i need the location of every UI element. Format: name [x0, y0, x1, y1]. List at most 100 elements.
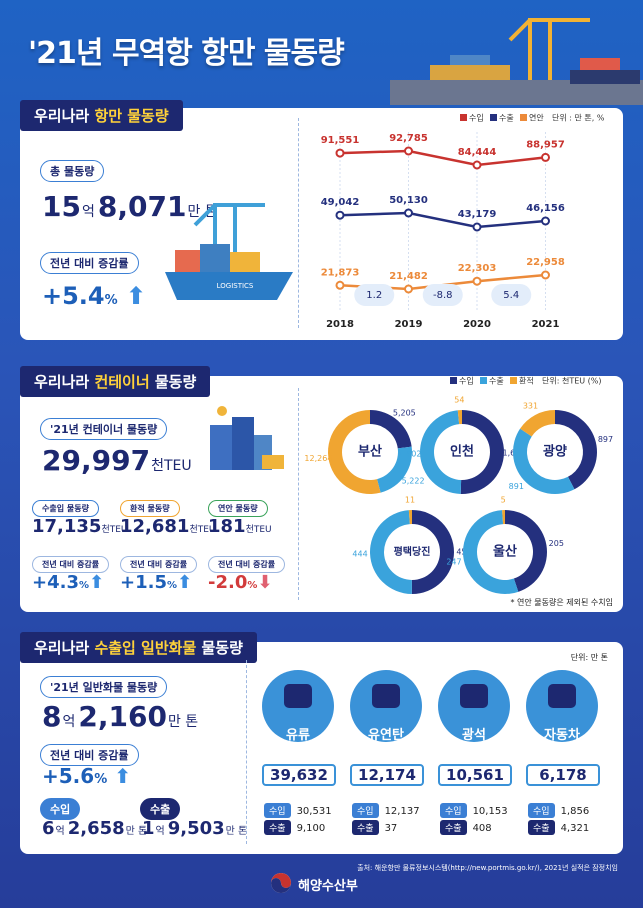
label: '21년 컨테이너 물동량: [40, 418, 168, 440]
arrow: ⬇: [257, 572, 273, 593]
value-label: 88,957: [526, 139, 565, 150]
donut-slice: [370, 510, 412, 594]
export-total: 1억 9,503만 톤: [142, 818, 248, 839]
point: [404, 284, 413, 294]
change: -2.0%⬇: [208, 572, 272, 593]
label: 연안 물동량: [208, 500, 268, 517]
value-label: 22,303: [458, 263, 497, 274]
text: %: [166, 580, 177, 591]
text: +1.5: [120, 572, 167, 593]
text: 4,321: [560, 823, 590, 834]
export-row: 수출 9,100: [264, 820, 325, 835]
legend-label: 연안: [529, 113, 544, 123]
section-heading: 우리나라 수출입 일반화물 물동량: [20, 632, 257, 663]
line-chart: 2018 2019 2020 2021 수입 수출 연안 단위 : 만 톤, % 91,551 9…: [321, 113, 605, 331]
unit: 단위: 천TEU (%): [542, 376, 602, 386]
series-line: [339, 211, 546, 229]
point: [541, 152, 550, 162]
donut-title: 부산: [358, 444, 382, 460]
legend-label: 수출: [489, 376, 504, 386]
value-label: 5: [501, 496, 506, 505]
tag: 수입: [440, 803, 467, 818]
label: 전년 대비 증감률: [208, 556, 286, 573]
value-label: 5,222: [402, 477, 425, 486]
source: 출처: 해운항만 물류정보시스템(http://new.portmis.go.k…: [357, 864, 618, 872]
donut-slice: [463, 510, 519, 594]
donut-slice: [502, 510, 505, 525]
export-row: 수출 4,321: [528, 820, 589, 835]
tag: 수출: [440, 820, 467, 835]
value-label: 12,264: [304, 454, 332, 463]
growth-bubble: [354, 284, 395, 306]
tag: 수입: [528, 803, 555, 818]
value-label: 54: [454, 396, 464, 405]
growth-bubble: [422, 284, 463, 306]
change: +4.3%⬆: [32, 572, 104, 593]
point: [335, 280, 345, 290]
item-total: 6,178: [526, 764, 600, 786]
point: [404, 208, 413, 218]
container-illustration: [210, 406, 284, 470]
value-label: 50,130: [389, 195, 428, 206]
label: 전년 대비 증감률: [120, 556, 198, 573]
item-name: 유류: [286, 728, 310, 743]
series-line: [339, 149, 546, 167]
ministry-logo: [271, 873, 291, 893]
item-total: 39,632: [262, 764, 336, 786]
change: +1.5%⬆: [120, 572, 192, 593]
legend-label: 수입: [459, 377, 474, 386]
point: [541, 270, 550, 280]
text: 181: [208, 516, 246, 537]
container-panel: [20, 376, 623, 612]
value-label: 1,602: [399, 449, 422, 458]
value-label: 91,551: [321, 135, 360, 146]
donut-slice: [377, 446, 412, 493]
tag: 수출: [352, 820, 379, 835]
value-label: 331: [523, 402, 538, 411]
value-label: 84,444: [458, 147, 497, 158]
legend-label: 수입: [469, 114, 484, 123]
legend-swatch: [510, 377, 517, 384]
donut-slice: [520, 410, 555, 437]
legend-label: 수출: [499, 113, 514, 123]
point: [404, 146, 413, 156]
export-row: 수출 37: [352, 820, 397, 835]
donut-title: 광양: [543, 445, 567, 460]
ministry: 해양수산부: [298, 879, 358, 894]
tag: 수입: [352, 803, 379, 818]
value-label: 11: [405, 496, 415, 505]
icon-shape: [460, 684, 488, 708]
legend-swatch: [490, 114, 497, 121]
header-illustration: [390, 18, 643, 105]
text: 천TEU: [101, 525, 128, 535]
value-label: 205: [549, 539, 564, 548]
label: 전년 대비 증감률: [40, 744, 139, 766]
text: %: [247, 580, 258, 591]
value: 17,135천TEU: [32, 516, 128, 537]
total: 8억 2,160만 톤: [42, 700, 199, 733]
donut-slice: [457, 410, 462, 425]
value-label: 49,042: [321, 197, 360, 208]
legend-swatch: [450, 377, 457, 384]
point: [335, 210, 345, 220]
item-total: 12,174: [350, 764, 424, 786]
icon-shape: [548, 684, 576, 708]
label: 수입: [40, 798, 81, 820]
donut-slice: [411, 510, 455, 594]
label: 전년 대비 증감률: [32, 556, 110, 573]
icon-shape: [284, 684, 312, 708]
text: 천TEU: [245, 525, 272, 535]
text: 1,856: [560, 806, 590, 817]
value-label: 5,205: [393, 408, 416, 417]
donut-slice: [505, 510, 547, 592]
growth-label: 1.2: [366, 290, 382, 301]
donut-slice: [555, 410, 598, 490]
label: 총 물동량: [40, 160, 105, 182]
legend-swatch: [480, 377, 487, 384]
value-label: 43,179: [458, 209, 497, 220]
section-heading: 우리나라 항만 물동량: [20, 100, 183, 131]
x-tick-label: 2020: [463, 319, 491, 330]
donut-slice: [513, 428, 575, 494]
